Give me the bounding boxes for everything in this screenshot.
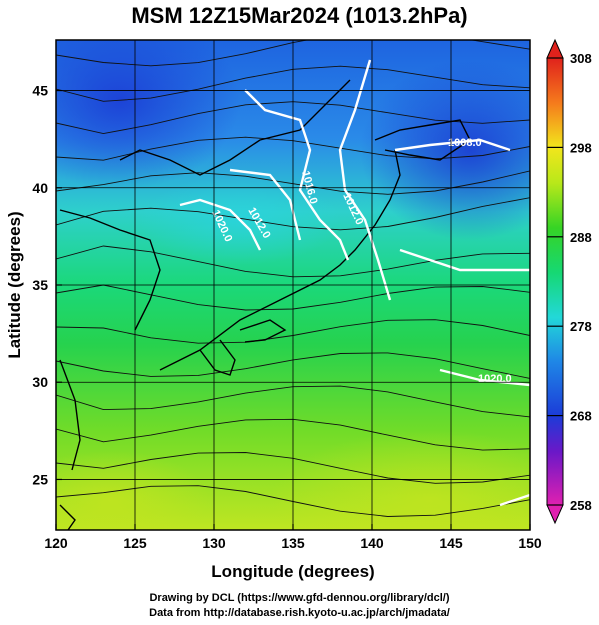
x-tick-label: 140 [360, 535, 384, 551]
coastline-hokkaido [374, 119, 471, 161]
x-tick-label: 145 [439, 535, 463, 551]
isobar-east [399, 248, 530, 272]
coastline-china [59, 359, 81, 471]
coastline-honshu [159, 149, 401, 371]
colorbar-max-arrow [546, 38, 564, 59]
colorbar-gradient [546, 57, 564, 506]
x-axis-label: Longitude (degrees) [211, 562, 374, 581]
credit-data-source: Data from http://database.rish.kyoto-u.a… [149, 607, 450, 619]
x-tick-label: 150 [518, 535, 542, 551]
plot-area: 1008.0 1016.0 1012.0 1020.0 1020.0 1012.… [56, 40, 530, 530]
isobar-1012 [338, 59, 392, 301]
colorbar-tick-label: 308 [570, 51, 592, 66]
chart-title: MSM 12Z15Mar2024 (1013.2hPa) [131, 3, 468, 28]
y-axis-label: Latitude (degrees) [5, 211, 24, 358]
coastlines [59, 79, 471, 530]
x-axis: 120 125 130 135 140 145 150 [44, 524, 542, 551]
colorbar-tick-label: 258 [570, 498, 592, 513]
coastline-kyushu [199, 339, 236, 376]
isobar-1020-west [179, 198, 262, 251]
y-tick-label: 35 [32, 277, 48, 293]
y-tick-label: 30 [32, 374, 48, 390]
colorbar-tick-label: 278 [570, 319, 592, 334]
contour-label: 1008.0 [448, 137, 482, 149]
colorbar-min-arrow [546, 504, 564, 525]
coastline-mainland-north [119, 79, 351, 176]
isobar-1008 [394, 138, 511, 152]
cold-region-northeast [360, 60, 530, 240]
colorbar: 258 268 278 288 298 308 [546, 38, 592, 525]
y-axis: 25 30 35 40 45 [32, 83, 62, 487]
isobar-1016 [244, 89, 350, 261]
coastline-taiwan [59, 504, 76, 530]
y-tick-label: 40 [32, 180, 48, 196]
contour-label: 1020.0 [478, 373, 512, 385]
y-tick-label: 25 [32, 471, 48, 487]
x-tick-label: 125 [123, 535, 147, 551]
warm-region-southwest [56, 450, 210, 530]
colorbar-tick-label: 298 [570, 140, 592, 155]
x-tick-label: 135 [281, 535, 305, 551]
warm-region-southeast [270, 430, 530, 530]
x-tick-label: 130 [202, 535, 226, 551]
coastline-korea [59, 209, 161, 331]
credit-drawing: Drawing by DCL (https://www.gfd-dennou.o… [149, 592, 450, 604]
x-tick-label: 120 [44, 535, 68, 551]
coastline-shikoku [239, 319, 287, 343]
cold-region-northwest [56, 40, 240, 190]
colorbar-tick-label: 288 [570, 230, 592, 245]
y-tick-label: 45 [32, 83, 48, 99]
isobar-corner [499, 493, 530, 507]
colorbar-tick-label: 268 [570, 409, 592, 424]
isobar-1020-southeast [439, 368, 530, 387]
gridlines [56, 40, 530, 530]
